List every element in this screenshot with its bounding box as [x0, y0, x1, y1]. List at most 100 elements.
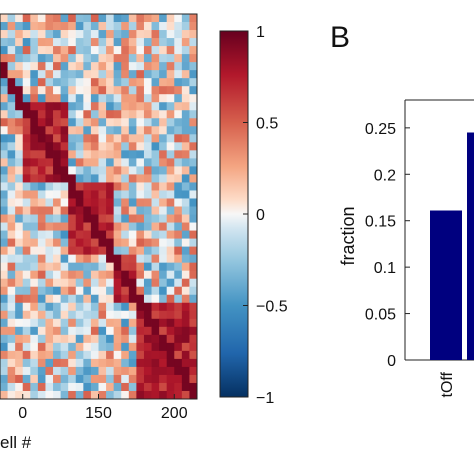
bar-y-tick-label: 0.1 — [374, 260, 396, 277]
heatmap-cell — [174, 94, 183, 103]
heatmap-cell — [121, 334, 130, 344]
heatmap-cell — [45, 198, 54, 207]
heatmap-cell — [37, 246, 46, 256]
heatmap-cell — [106, 342, 115, 352]
heatmap-cell — [143, 166, 152, 175]
heatmap-cell — [90, 246, 99, 256]
heatmap-cell — [181, 110, 190, 119]
heatmap-cell — [90, 174, 99, 183]
heatmap-cell — [128, 342, 137, 352]
heatmap-cell — [83, 198, 92, 207]
heatmap-cell — [159, 118, 168, 127]
heatmap-cell — [174, 182, 183, 191]
heatmap-cell — [30, 54, 39, 63]
heatmap-cell — [174, 254, 183, 264]
heatmap-cell — [75, 294, 84, 304]
heatmap-cell — [15, 318, 24, 328]
heatmap-cell — [181, 262, 190, 272]
heatmap-cell — [45, 94, 54, 103]
heatmap-cell — [121, 390, 130, 400]
heatmap-cell — [98, 62, 107, 71]
heatmap-cell — [83, 94, 92, 103]
heatmap-cell — [98, 102, 107, 111]
heatmap-cell — [174, 70, 183, 79]
bar-panel: B 0 0.05 0.1 0.15 0.2 0.25 tOff fraction — [330, 21, 474, 398]
heatmap-cell — [90, 86, 99, 95]
heatmap-cell — [136, 38, 145, 47]
heatmap-cell — [75, 62, 84, 71]
heatmap-cell — [0, 278, 8, 288]
heatmap-cell — [106, 334, 115, 344]
heatmap-cell — [53, 302, 62, 312]
heatmap-cell — [174, 174, 183, 183]
heatmap-cell — [22, 102, 31, 111]
heatmap-cell — [128, 30, 137, 39]
heatmap-cell — [128, 222, 137, 231]
heatmap-cell — [159, 390, 168, 400]
heatmap-cell — [7, 54, 16, 63]
heatmap-cell — [0, 206, 8, 215]
heatmap-cell — [143, 366, 152, 376]
heatmap-cell — [68, 206, 77, 215]
heatmap-cell — [159, 278, 168, 288]
heatmap-cell — [166, 246, 175, 256]
heatmap-cell — [98, 390, 107, 400]
heatmap-cell — [37, 278, 46, 288]
heatmap-cell — [83, 70, 92, 79]
heatmap-cell — [189, 326, 198, 336]
heatmap-cell — [90, 270, 99, 280]
heatmap-cell — [106, 142, 115, 151]
heatmap-cell — [143, 230, 152, 239]
heatmap-cell — [166, 342, 175, 352]
heatmap-cell — [30, 222, 39, 231]
heatmap-cell — [121, 174, 130, 183]
heatmap-cell — [106, 326, 115, 336]
heatmap-cell — [37, 110, 46, 119]
heatmap-cell — [15, 342, 24, 352]
heatmap-cell — [53, 326, 62, 336]
heatmap-cell — [151, 62, 160, 71]
heatmap-cell — [45, 294, 54, 304]
heatmap-cell — [113, 70, 122, 79]
heatmap-cell — [113, 206, 122, 215]
heatmap-cell — [22, 230, 31, 239]
heatmap-cell — [68, 262, 77, 272]
heatmap-cell — [68, 326, 77, 336]
heatmap-cell — [166, 70, 175, 79]
heatmap-cell — [121, 198, 130, 207]
heatmap-cell — [121, 62, 130, 71]
heatmap-cell — [136, 286, 145, 296]
heatmap-cell — [53, 206, 62, 215]
heatmap-cell — [75, 86, 84, 95]
heatmap-cell — [159, 70, 168, 79]
heatmap-cell — [83, 62, 92, 71]
heatmap-cell — [83, 262, 92, 272]
heatmap-cell — [75, 118, 84, 127]
heatmap-cell — [98, 222, 107, 231]
heatmap-cell — [53, 350, 62, 360]
heatmap-cell — [45, 374, 54, 384]
heatmap-cell — [53, 294, 62, 304]
heatmap-cell — [143, 134, 152, 143]
heatmap-cell — [83, 14, 92, 23]
heatmap-cell — [83, 46, 92, 55]
heatmap-cell — [60, 102, 69, 111]
heatmap-cell — [151, 302, 160, 312]
heatmap-cell — [37, 70, 46, 79]
heatmap-cell — [166, 366, 175, 376]
heatmap-cell — [159, 54, 168, 63]
heatmap-cell — [151, 382, 160, 392]
heatmap-cell — [98, 110, 107, 119]
heatmap-cell — [174, 198, 183, 207]
heatmap-cell — [60, 358, 69, 368]
heatmap-cell — [143, 214, 152, 223]
heatmap-cell — [181, 382, 190, 392]
heatmap-cell — [166, 214, 175, 223]
heatmap-cell — [45, 182, 54, 191]
heatmap-cell — [143, 270, 152, 280]
heatmap-cell — [121, 190, 130, 199]
heatmap-cell — [53, 158, 62, 167]
heatmap-cell — [75, 190, 84, 199]
heatmap-cell — [143, 54, 152, 63]
heatmap-cell — [22, 158, 31, 167]
